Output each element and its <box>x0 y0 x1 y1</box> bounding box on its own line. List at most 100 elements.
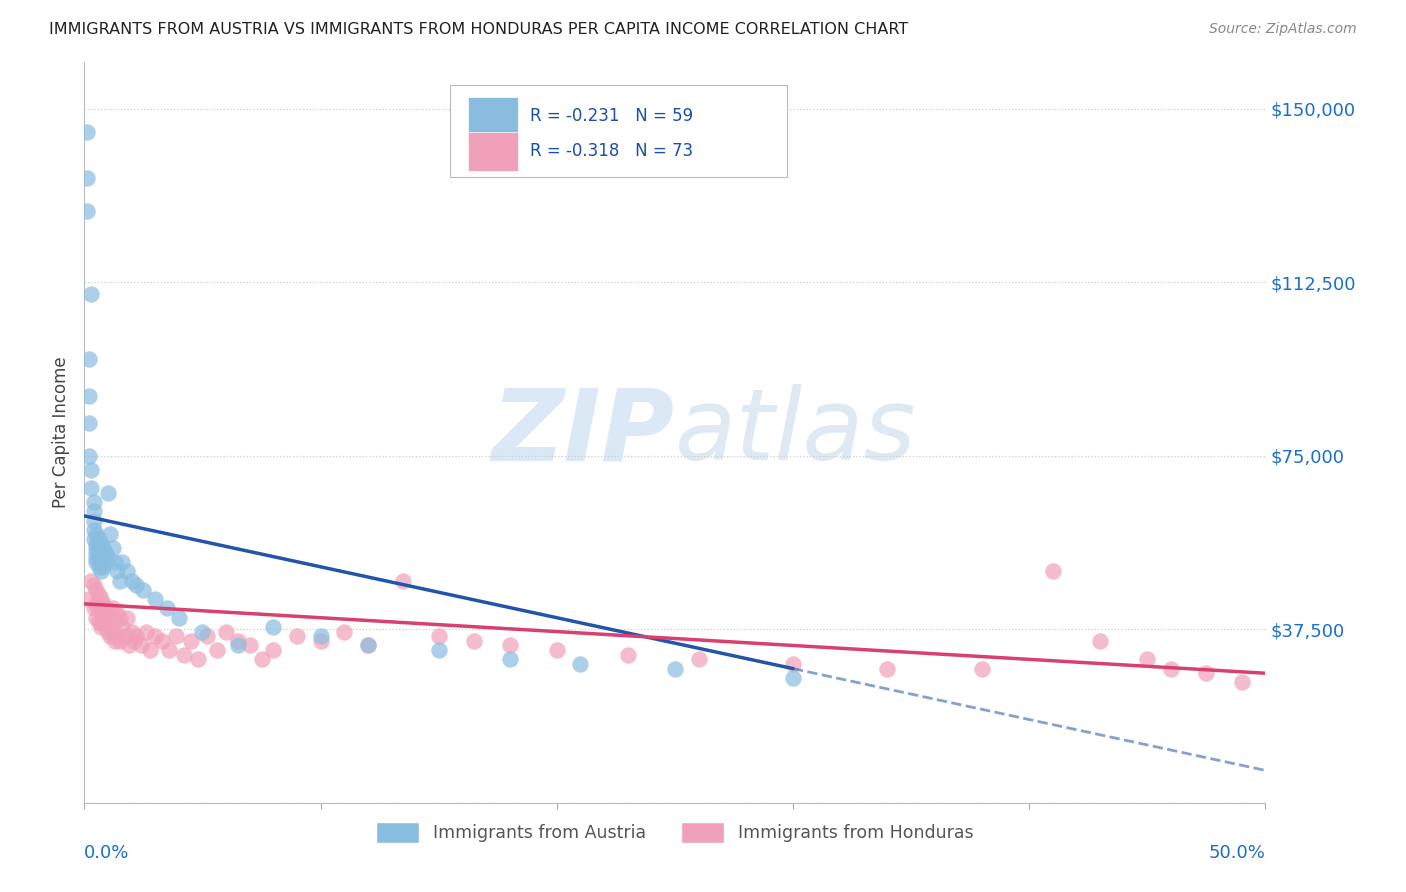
Point <box>616 648 638 662</box>
Point <box>83 495 105 509</box>
Point <box>664 662 686 676</box>
Point <box>121 574 143 588</box>
Point <box>83 523 105 537</box>
Text: Source: ZipAtlas.com: Source: ZipAtlas.com <box>1209 22 1357 37</box>
Point <box>80 462 103 476</box>
Point <box>97 606 120 620</box>
Text: atlas: atlas <box>675 384 917 481</box>
Point <box>77 449 100 463</box>
Point <box>84 541 107 556</box>
Point <box>143 592 166 607</box>
Point <box>107 565 129 579</box>
Point <box>91 615 114 630</box>
Point <box>262 620 284 634</box>
Point <box>115 565 138 579</box>
Point <box>139 643 162 657</box>
Point <box>121 624 143 639</box>
Point <box>688 652 710 666</box>
Point <box>191 624 214 639</box>
Point <box>129 639 152 653</box>
Point <box>76 203 98 218</box>
Point <box>546 643 568 657</box>
Point <box>83 601 105 615</box>
Point <box>80 574 103 588</box>
Point <box>90 606 112 620</box>
Point <box>285 629 308 643</box>
Point <box>970 662 993 676</box>
Point <box>309 629 332 643</box>
Point <box>125 578 148 592</box>
Legend: Immigrants from Austria, Immigrants from Honduras: Immigrants from Austria, Immigrants from… <box>368 814 981 850</box>
FancyBboxPatch shape <box>450 85 787 178</box>
Point <box>101 601 124 615</box>
Point <box>87 601 110 615</box>
Point <box>84 555 107 569</box>
Point <box>83 514 105 528</box>
Point <box>357 639 380 653</box>
Point <box>91 550 114 565</box>
Point <box>107 629 129 643</box>
Point <box>1230 675 1253 690</box>
Point <box>80 481 103 495</box>
Point <box>90 555 112 569</box>
Point <box>782 657 804 671</box>
Point <box>90 565 112 579</box>
Point <box>83 532 105 546</box>
Point <box>76 125 98 139</box>
Point <box>76 171 98 186</box>
Point <box>94 620 117 634</box>
Point <box>87 541 110 556</box>
Point <box>392 574 415 588</box>
Point <box>90 592 112 607</box>
Point <box>205 643 228 657</box>
Point <box>84 610 107 624</box>
Point <box>187 652 209 666</box>
Point <box>115 610 138 624</box>
Point <box>132 582 155 597</box>
Point <box>87 559 110 574</box>
Text: R = -0.231   N = 59: R = -0.231 N = 59 <box>530 108 693 126</box>
Point <box>135 624 157 639</box>
Point <box>97 485 120 500</box>
Point <box>84 546 107 560</box>
Point <box>84 536 107 550</box>
Point <box>143 629 166 643</box>
Point <box>91 597 114 611</box>
Point <box>104 555 127 569</box>
Point <box>463 633 485 648</box>
Point <box>84 550 107 565</box>
Point <box>180 633 202 648</box>
Point <box>166 629 188 643</box>
Point <box>150 633 173 648</box>
Point <box>108 610 131 624</box>
Point <box>83 578 105 592</box>
Point <box>427 643 450 657</box>
Point <box>87 532 110 546</box>
Point <box>87 615 110 630</box>
Point <box>77 592 100 607</box>
Point <box>94 555 117 569</box>
Point <box>876 662 898 676</box>
Point <box>101 624 124 639</box>
Point <box>84 582 107 597</box>
Point <box>97 624 120 639</box>
Point <box>125 629 148 643</box>
Point <box>111 555 134 569</box>
Point <box>309 633 332 648</box>
Text: ZIP: ZIP <box>492 384 675 481</box>
Point <box>108 574 131 588</box>
Point <box>498 639 520 653</box>
Point <box>1088 633 1111 648</box>
Point <box>94 546 117 560</box>
FancyBboxPatch shape <box>468 132 517 170</box>
Point <box>97 550 120 565</box>
Point <box>357 639 380 653</box>
Point <box>83 504 105 518</box>
Point <box>98 610 121 624</box>
Point <box>782 671 804 685</box>
Point <box>90 536 112 550</box>
Point <box>108 633 131 648</box>
Point <box>1042 565 1064 579</box>
Point <box>250 652 273 666</box>
Point <box>107 606 129 620</box>
